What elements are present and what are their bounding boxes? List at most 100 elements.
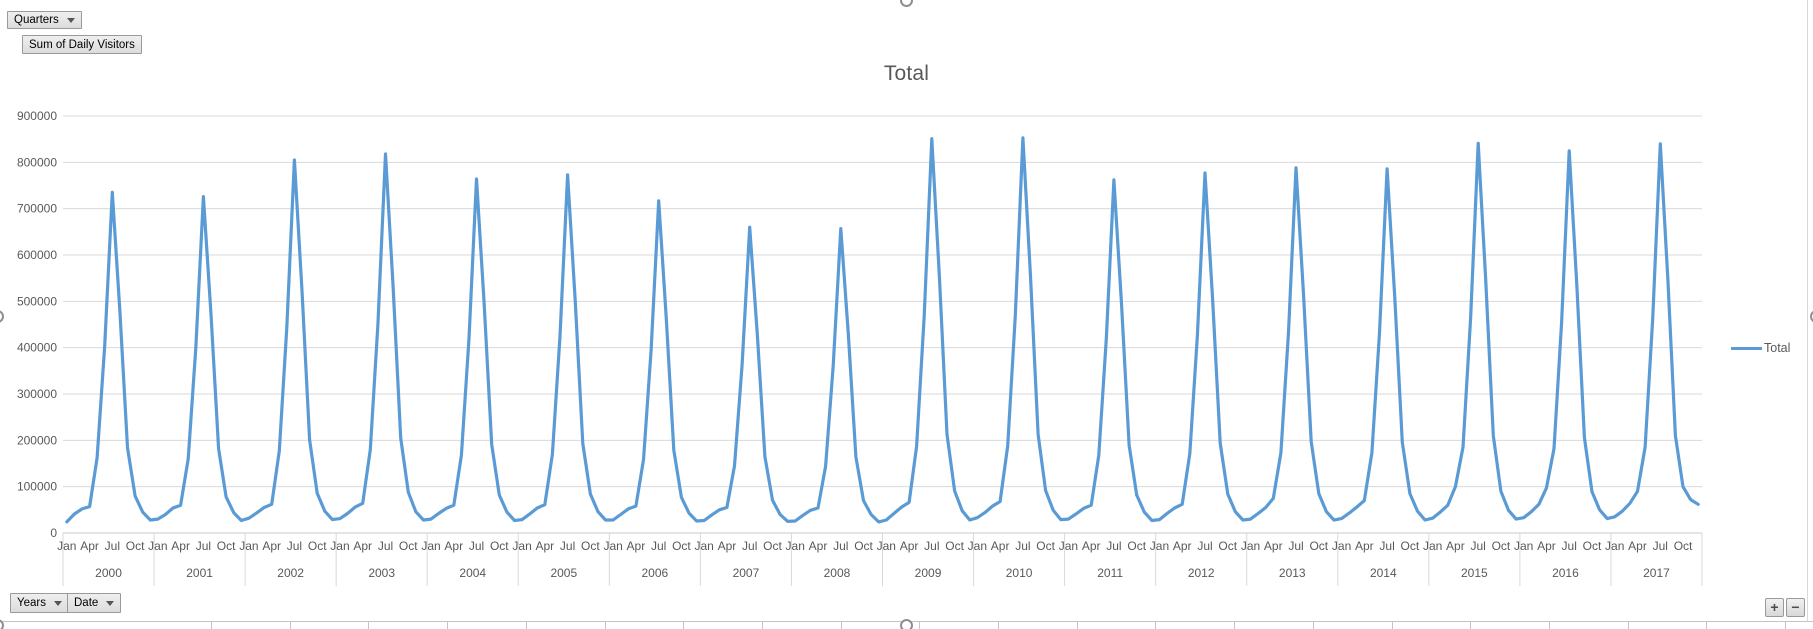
resize-handle-top[interactable]	[900, 0, 913, 7]
x-axis-month-label: Oct	[1583, 539, 1602, 553]
x-axis-month-label: Jul	[833, 539, 848, 553]
x-axis-month-label: Apr	[353, 539, 372, 553]
sheet-column-tick	[1392, 621, 1393, 629]
legend-line-sample	[1731, 346, 1762, 350]
x-axis-year-label: 2009	[915, 566, 942, 580]
sheet-column-tick	[1470, 621, 1471, 629]
x-axis-month-label: Jul	[560, 539, 575, 553]
sheet-column-tick	[290, 621, 291, 629]
x-axis-month-label: Jan	[877, 539, 896, 553]
x-axis-month-label: Jan	[330, 539, 349, 553]
x-axis-month-label: Apr	[444, 539, 463, 553]
x-axis-month-label: Jan	[1605, 539, 1624, 553]
x-axis-month-label: Jan	[1423, 539, 1442, 553]
x-axis-month-label: Jul	[924, 539, 939, 553]
sheet-column-tick	[1785, 621, 1786, 629]
years-field-label: Years	[17, 597, 46, 609]
x-axis-year-label: 2004	[459, 566, 486, 580]
x-axis-year-label: 2016	[1552, 566, 1579, 580]
total-series-line[interactable]	[65, 136, 1700, 524]
x-axis-month-label: Jan	[1241, 539, 1260, 553]
years-field-button[interactable]: Years	[10, 593, 69, 613]
x-axis-month-label: Apr	[535, 539, 554, 553]
chart-title[interactable]: Total	[883, 62, 930, 85]
x-axis-month-label: Apr	[1628, 539, 1647, 553]
quarters-field-button[interactable]: Quarters	[7, 11, 82, 29]
x-axis-month-label: Apr	[1355, 539, 1374, 553]
x-axis-month-label: Jul	[105, 539, 120, 553]
x-axis-month-label: Jul	[1288, 539, 1303, 553]
x-axis-month-label: Apr	[1082, 539, 1101, 553]
y-axis-tick-label: 600000	[17, 248, 57, 262]
expand-field-button[interactable]: +	[1765, 598, 1784, 617]
resize-handle-bottom-left[interactable]	[0, 619, 4, 629]
x-axis-month-label: Oct	[490, 539, 509, 553]
x-axis-month-label: Oct	[581, 539, 600, 553]
x-axis-month-label: Apr	[262, 539, 281, 553]
x-axis-month-label: Oct	[1674, 539, 1693, 553]
x-axis-month-label: Jul	[1470, 539, 1485, 553]
x-axis-year-label: 2001	[186, 566, 213, 580]
x-axis-month-label: Jul	[196, 539, 211, 553]
x-axis-year-label: 2013	[1279, 566, 1306, 580]
date-field-button[interactable]: Date	[67, 593, 122, 613]
date-field-label: Date	[74, 597, 99, 609]
dropdown-arrow-icon	[54, 600, 62, 606]
sheet-column-tick	[1234, 621, 1235, 629]
x-axis-year-label: 2006	[642, 566, 669, 580]
resize-handle-bottom[interactable]	[900, 619, 913, 629]
x-axis-month-label: Jul	[1015, 539, 1030, 553]
dropdown-arrow-icon	[66, 17, 75, 23]
x-axis-month-label: Apr	[718, 539, 737, 553]
x-axis-month-label: Oct	[308, 539, 327, 553]
x-axis-month-label: Jan	[695, 539, 714, 553]
x-axis-month-label: Apr	[991, 539, 1010, 553]
x-axis-month-label: Apr	[809, 539, 828, 553]
x-axis-month-label: Jul	[287, 539, 302, 553]
y-axis-tick-label: 700000	[17, 202, 57, 216]
value-field-button[interactable]: Sum of Daily Visitors	[22, 35, 142, 54]
collapse-field-button[interactable]: −	[1786, 598, 1805, 617]
x-axis-month-label: Jan	[786, 539, 805, 553]
x-axis-year-label: 2012	[1188, 566, 1215, 580]
x-axis-month-label: Jan	[512, 539, 531, 553]
x-axis-month-label: Jul	[1106, 539, 1121, 553]
y-axis-tick-label: 300000	[17, 387, 57, 401]
y-axis-tick-label: 900000	[17, 109, 57, 123]
sheet-column-tick	[1628, 621, 1629, 629]
sheet-column-tick	[1155, 621, 1156, 629]
x-axis-year-label: 2011	[1097, 566, 1123, 580]
x-axis-month-label: Jul	[1562, 539, 1577, 553]
sheet-column-tick	[526, 621, 527, 629]
sheet-column-tick	[683, 621, 684, 629]
sheet-column-tick	[1313, 621, 1314, 629]
sheet-column-tick	[1706, 621, 1707, 629]
x-axis-year-label: 2015	[1461, 566, 1488, 580]
x-axis-month-label: Jan	[239, 539, 258, 553]
sheet-column-tick	[211, 621, 212, 629]
x-axis-month-label: Oct	[672, 539, 691, 553]
x-axis-month-label: Oct	[1309, 539, 1328, 553]
chart-legend[interactable]: Total	[1731, 341, 1790, 355]
x-axis-month-label: Jul	[651, 539, 666, 553]
x-axis-year-label: 2002	[277, 566, 304, 580]
x-axis-year-label: 2003	[368, 566, 395, 580]
x-axis-month-label: Oct	[1036, 539, 1055, 553]
x-axis-month-label: Apr	[900, 539, 919, 553]
x-axis-month-label: Oct	[945, 539, 964, 553]
chart-right-border	[1807, 0, 1808, 622]
x-axis-month-label: Oct	[763, 539, 782, 553]
x-axis-month-label: Apr	[1264, 539, 1283, 553]
x-axis-month-label: Jul	[742, 539, 757, 553]
x-axis-month-label: Jul	[1379, 539, 1394, 553]
x-axis-month-label: Jan	[421, 539, 440, 553]
x-axis-month-label: Jul	[378, 539, 393, 553]
x-axis-year-label: 2005	[550, 566, 577, 580]
sheet-column-tick	[762, 621, 763, 629]
x-axis-month-label: Apr	[1173, 539, 1192, 553]
dropdown-arrow-icon	[106, 600, 115, 606]
x-axis-year-label: 2008	[824, 566, 851, 580]
x-axis-year-label: 2007	[733, 566, 760, 580]
